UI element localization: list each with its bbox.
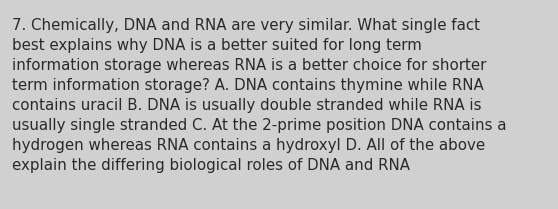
Text: 7. Chemically, DNA and RNA are very similar. What single fact
best explains why : 7. Chemically, DNA and RNA are very simi… — [12, 18, 507, 173]
